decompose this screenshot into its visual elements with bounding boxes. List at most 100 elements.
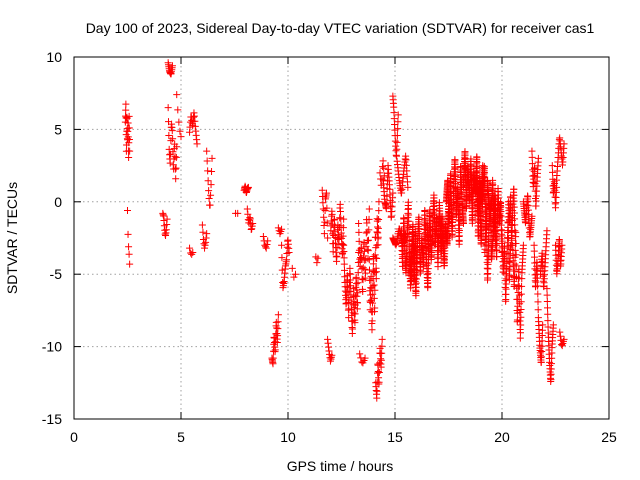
data-point [533,274,541,282]
data-point [543,291,551,299]
data-point [383,200,391,208]
x-axis-label: GPS time / hours [287,458,394,474]
data-point [274,332,282,340]
data-point [516,329,524,337]
data-point [393,138,401,146]
data-point [172,153,180,161]
data-point [394,125,402,133]
data-point [124,230,132,238]
data-point [173,143,181,151]
data-point [560,335,568,343]
data-point [371,286,379,294]
data-point [544,310,552,318]
data-point [543,285,551,293]
data-point [172,164,180,172]
data-point [201,244,209,252]
data-point [517,313,525,321]
data-point [339,232,347,240]
data-point [125,139,133,147]
data-point [339,241,347,249]
data-point [405,236,413,244]
data-point [350,291,358,299]
data-point [124,119,132,127]
data-point [168,127,176,135]
data-point [493,246,501,254]
data-point [528,160,536,168]
data-point [278,225,286,233]
data-point [365,256,373,264]
data-point [208,168,216,176]
data-point [259,233,267,241]
data-point [543,227,551,235]
data-point [364,246,372,254]
data-point [510,191,518,199]
data-point [201,241,209,249]
data-point [330,216,338,224]
data-point [378,349,386,357]
data-point [528,212,536,220]
data-point [512,240,520,248]
data-point [519,241,527,249]
chart-title: Day 100 of 2023, Sidereal Day-to-day VTE… [86,20,595,36]
data-point [177,133,185,141]
data-point [125,124,133,132]
data-point [198,221,206,229]
data-point [361,269,369,277]
data-point [358,275,366,283]
data-point [234,209,242,217]
data-point [404,198,412,206]
data-point [375,374,383,382]
data-point [291,270,299,278]
data-point [373,387,381,395]
data-point [375,198,383,206]
data-point [368,317,376,325]
data-point [364,247,372,255]
data-point [324,234,332,242]
data-point [369,282,377,290]
data-point [360,238,368,246]
axis-ticks [73,56,610,420]
data-point [511,215,519,223]
data-point [394,111,402,119]
data-point [186,244,194,252]
data-point [493,233,501,241]
data-point [193,140,201,148]
data-point [169,148,177,156]
data-point [207,191,215,199]
data-point [278,241,286,249]
data-point [379,157,387,165]
data-point [263,241,271,249]
data-point [358,265,366,273]
data-point [264,237,272,245]
data-point [511,260,519,268]
data-point [371,304,379,312]
plot-frame [73,56,610,420]
data-point [354,269,362,277]
data-point [377,363,385,371]
data-point [202,234,210,242]
data-point [369,290,377,298]
data-point [376,169,384,177]
data-point [125,136,133,144]
data-point [175,118,183,126]
data-point [512,251,520,259]
data-point [323,189,331,197]
data-point [369,267,377,275]
y-tick-label: 0 [54,194,62,210]
data-point [354,299,362,307]
data-point [361,265,369,273]
data-point [549,321,557,329]
data-point [278,254,286,262]
data-point [556,332,564,340]
data-point [274,318,282,326]
data-point [290,273,298,281]
data-point [204,177,212,185]
data-point [205,195,213,203]
data-point [375,369,383,377]
data-point [367,296,375,304]
data-point [528,147,536,155]
data-point [364,236,372,244]
data-point [517,290,525,298]
data-point [378,335,386,343]
x-tick-label: 0 [70,429,78,445]
